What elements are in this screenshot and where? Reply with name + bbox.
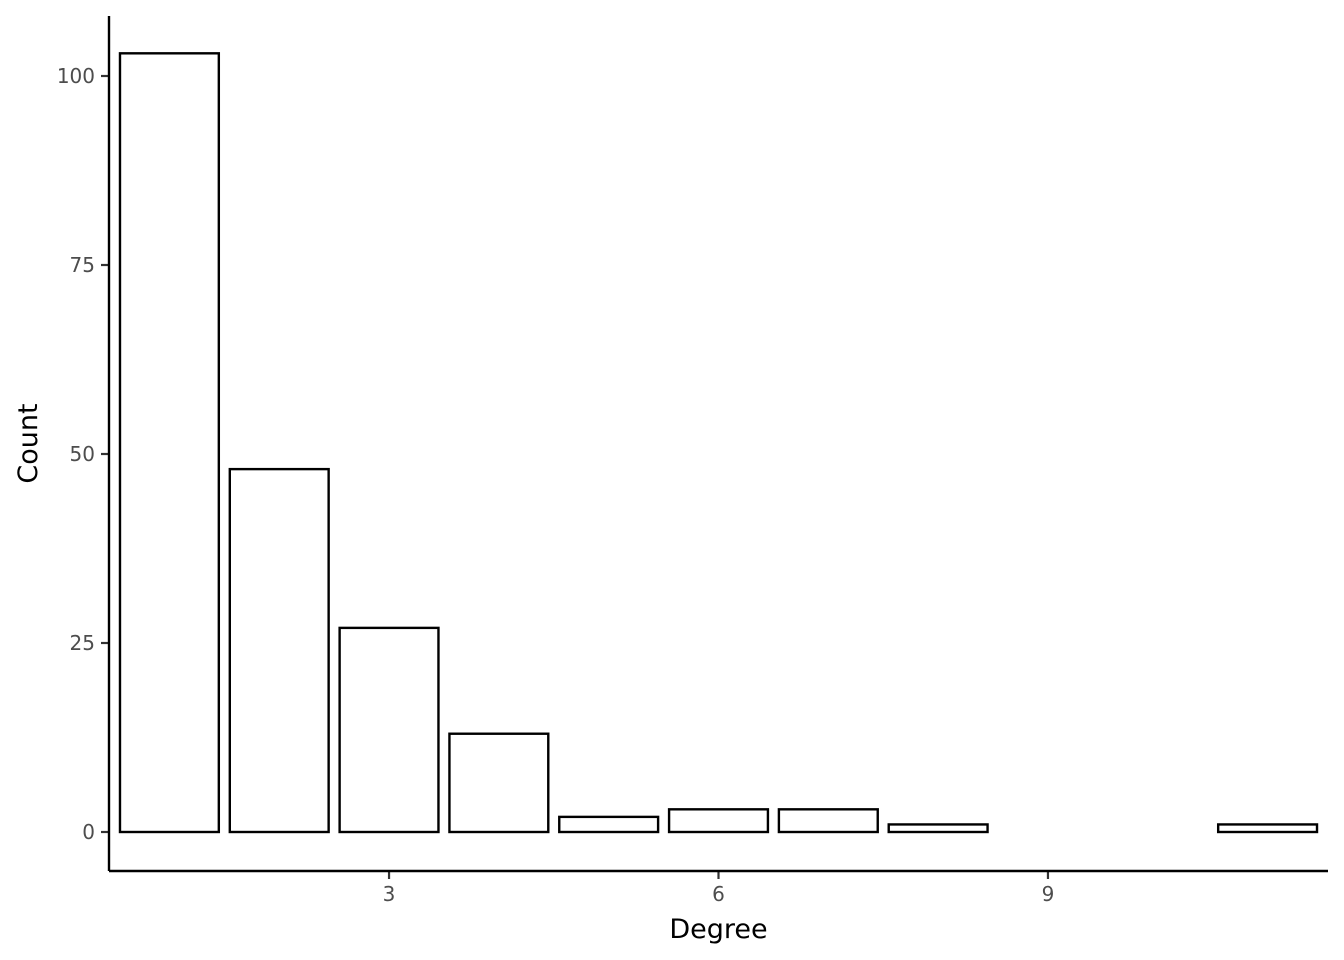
y-tick-label-100: 100 xyxy=(57,64,95,88)
bar-degree-1 xyxy=(118,52,221,834)
bar-degree-3 xyxy=(338,626,440,834)
x-ticks-group: 3 6 9 xyxy=(383,871,1055,906)
bar-degree-4 xyxy=(448,732,550,834)
x-tick-label-6: 6 xyxy=(712,882,725,906)
y-tick-label-25: 25 xyxy=(70,631,95,655)
bar-degree-2 xyxy=(228,467,330,834)
y-tick-label-50: 50 xyxy=(70,442,95,466)
y-tick-label-0: 0 xyxy=(82,820,95,844)
bar-degree-11 xyxy=(1216,823,1319,834)
bar-degree-7 xyxy=(777,808,879,834)
bar-degree-8 xyxy=(887,823,989,834)
x-axis-title: Degree xyxy=(669,914,767,945)
bar-degree-5 xyxy=(558,815,660,834)
x-tick-label-3: 3 xyxy=(383,882,396,906)
y-axis-title: Count xyxy=(13,403,44,483)
bar-degree-6 xyxy=(667,808,770,834)
y-ticks-group: 0 25 50 75 100 xyxy=(57,64,109,844)
bars-group xyxy=(118,52,1319,834)
y-tick-label-75: 75 xyxy=(70,253,95,277)
x-tick-label-9: 9 xyxy=(1042,882,1055,906)
